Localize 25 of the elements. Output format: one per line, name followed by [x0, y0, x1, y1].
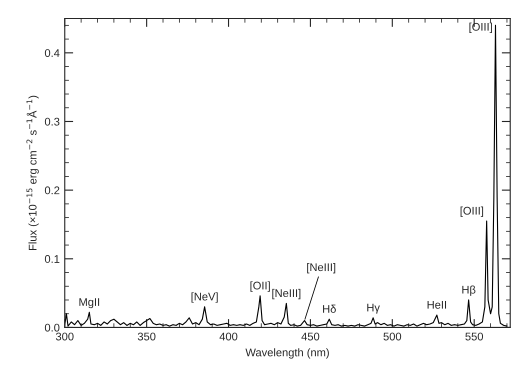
y-tick-label: 0.0: [44, 324, 60, 332]
annotation: [NeIII]: [272, 288, 300, 300]
annotation: Hβ: [462, 285, 476, 296]
annotation: [OIII]: [460, 206, 484, 217]
annotation: [OIII]: [469, 22, 492, 33]
y-tick-label: 0.4: [44, 49, 60, 57]
x-tick-label: 450: [301, 332, 320, 340]
annotation: [NeIII]: [307, 263, 336, 274]
x-axis-title: Wavelength (nm): [245, 348, 329, 359]
annotation: HeII: [428, 300, 446, 309]
y-tick-label: 0.3: [44, 118, 60, 126]
x-tick-label: 500: [383, 332, 402, 340]
line-series: [64, 24, 508, 327]
annotation: Hδ: [323, 304, 336, 313]
x-tick-label: 300: [56, 332, 74, 340]
x-tick-label: 400: [220, 332, 238, 340]
x-tick-label: 550: [465, 332, 484, 340]
annotation: [OII]: [250, 281, 270, 292]
x-tick-label: 350: [138, 332, 156, 340]
y-tick-label: 0.1: [44, 255, 60, 263]
annotation: Hγ: [367, 304, 380, 314]
annotation: [NeV]: [192, 292, 218, 303]
text: Flux (×10$^{−15}$ erg cm$^{−2}$ s$^{−1}$Å$^{−1}$): [26, 96, 39, 250]
annotation: MgII: [79, 298, 100, 308]
y-tick-label: 0.2: [44, 186, 60, 194]
